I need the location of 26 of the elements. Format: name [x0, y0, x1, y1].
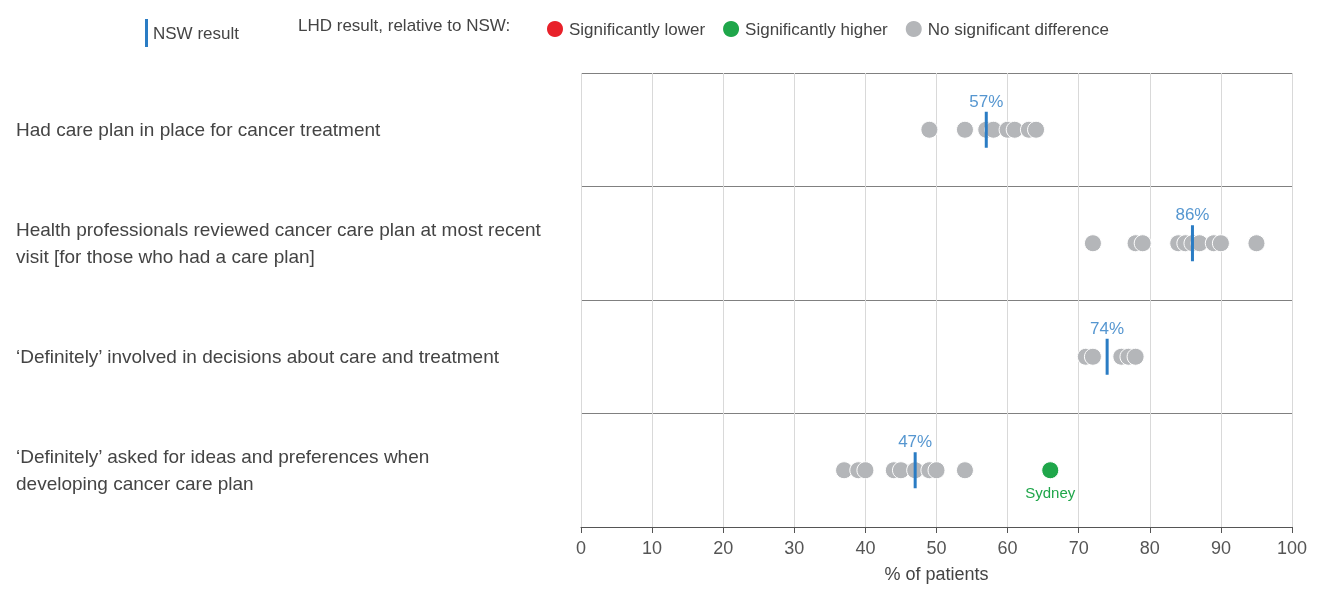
y-tick-label: Had care plan in place for cancer treatment: [16, 119, 382, 141]
x-tick-label: 100: [1276, 538, 1308, 558]
y-tick-label: Health professionals reviewed cancer care plan at most recent visit [for those who had a care plan]: [16, 219, 547, 268]
x-tick-label: 80: [1139, 538, 1160, 558]
x-tick-label: 50: [926, 538, 947, 558]
x-tick-label: 40: [855, 538, 876, 558]
legend-label: No significant difference: [927, 19, 1109, 39]
y-tick-label: ‘Definitely’ asked for ideas and preferences when developing cancer care plan: [16, 446, 435, 495]
legend-label: NSW result: [153, 23, 240, 43]
y-tick-label: ‘Definitely’ involved in decisions about care and treatment: [16, 346, 500, 368]
text: 47%: [898, 432, 933, 452]
x-tick-label: 30: [784, 538, 805, 558]
text: 86%: [1175, 205, 1210, 225]
x-tick-label: 20: [713, 538, 734, 558]
legend-label: Significantly lower: [569, 19, 706, 39]
legend-title: LHD result, relative to NSW:: [298, 16, 511, 35]
x-tick-label: 90: [1210, 538, 1231, 558]
x-tick-label: 70: [1068, 538, 1089, 558]
text: 57%: [969, 91, 1004, 111]
data-label: Sydney: [1025, 484, 1076, 502]
legend-label: Significantly higher: [745, 19, 889, 39]
x-tick-label: 0: [575, 538, 587, 558]
text: 74%: [1090, 318, 1125, 338]
x-axis-title: % of patients: [884, 564, 989, 584]
x-tick-label: 60: [997, 538, 1018, 558]
x-tick-label: 10: [642, 538, 663, 558]
